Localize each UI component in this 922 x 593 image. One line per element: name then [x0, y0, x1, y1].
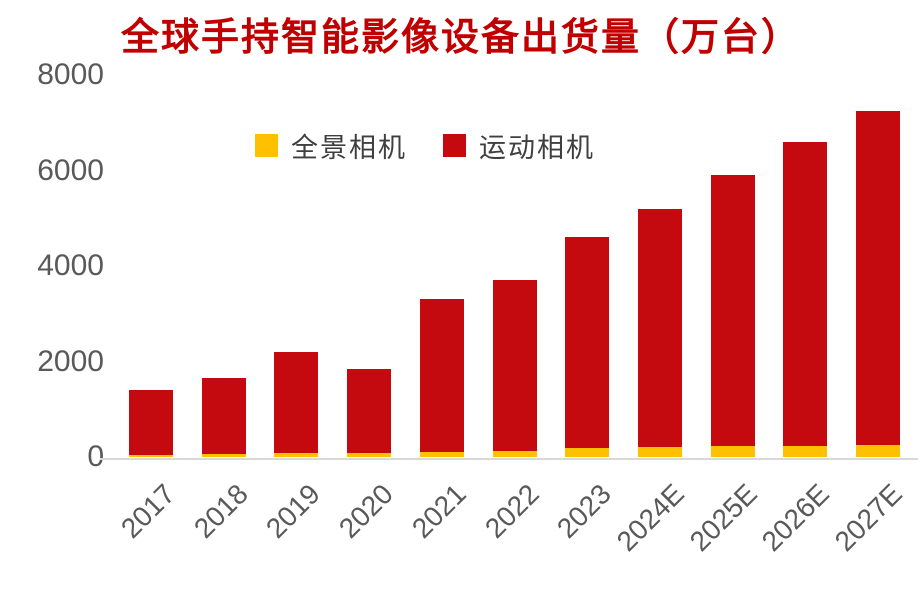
legend: 全景相机 运动相机 [255, 126, 595, 165]
bar-2020-segment-action [347, 368, 392, 453]
bar-2024E-segment-action [637, 208, 682, 447]
bar-2026E-segment-action [783, 141, 828, 446]
bar-2019 [274, 74, 319, 457]
x-axis: 2017 2018 2019 2020 2021 2022 2023 2024E 2025E 20… [115, 478, 911, 588]
bar-2026E-segment-panoramic [783, 445, 828, 457]
y-tick-label-2000: 2000 [37, 344, 104, 378]
bar-2018-segment-panoramic [201, 454, 246, 457]
y-tick-label-4000: 4000 [37, 249, 104, 282]
legend-item-action: 运动相机 [443, 126, 595, 165]
bar-2019-segment-panoramic [274, 453, 319, 457]
bar-2022 [492, 74, 537, 457]
y-axis: 0 2000 4000 6000 8000 [0, 58, 104, 473]
bar-2025E-segment-action [710, 175, 755, 447]
y-tick-label-6000: 6000 [37, 153, 104, 187]
legend-label-panoramic: 全景相机 [291, 133, 407, 163]
bar-2027E-segment-action [856, 110, 900, 446]
bar-2018-segment-action [201, 378, 246, 455]
legend-swatch-action [443, 134, 466, 157]
bar-2026E [783, 74, 828, 457]
legend-label-action: 运动相机 [479, 133, 595, 163]
bar-2023 [565, 74, 610, 457]
bar-2027E-segment-panoramic [856, 445, 900, 457]
bar-2021-segment-action [419, 299, 464, 452]
bar-2024E-segment-panoramic [637, 446, 682, 457]
bar-2017-segment-panoramic [129, 454, 173, 457]
x-axis-line [100, 458, 918, 460]
bar-2017 [129, 74, 173, 457]
bar-2023-segment-panoramic [565, 447, 610, 457]
legend-swatch-panoramic [255, 134, 278, 157]
bar-2017-segment-action [129, 390, 173, 455]
bar-2025E-segment-panoramic [710, 446, 755, 457]
plot-area [115, 75, 911, 458]
bar-2018 [201, 74, 246, 457]
y-tick-label-0: 0 [87, 440, 104, 473]
bar-2024E [637, 74, 682, 457]
bar-2019-segment-action [274, 351, 319, 454]
bar-2021-segment-panoramic [419, 452, 464, 457]
bar-2021 [419, 74, 464, 457]
bar-2020-segment-panoramic [347, 452, 392, 457]
y-tick-label-8000: 8000 [37, 58, 104, 91]
bar-2022-segment-action [492, 280, 537, 452]
bar-2027E [856, 74, 900, 457]
bar-2020 [347, 74, 392, 457]
bar-2025E [710, 74, 755, 457]
bar-2022-segment-panoramic [492, 451, 537, 457]
chart-title: 全球手持智能影像设备出货量（万台） [120, 17, 801, 59]
bar-2023-segment-action [565, 237, 610, 448]
legend-item-panoramic: 全景相机 [255, 126, 407, 165]
